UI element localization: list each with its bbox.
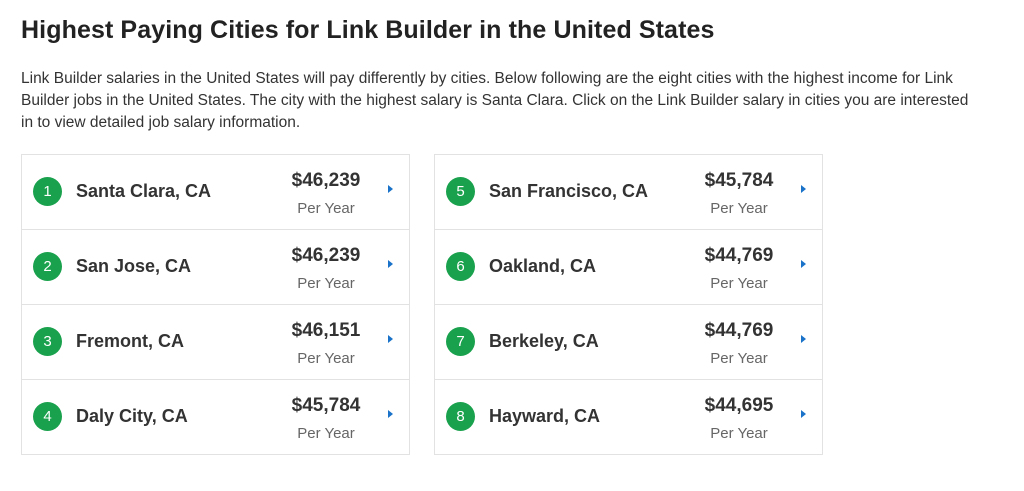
page-title: Highest Paying Cities for Link Builder i… bbox=[21, 16, 715, 44]
city-name[interactable]: Daly City, CA bbox=[76, 406, 188, 426]
city-name[interactable]: Berkeley, CA bbox=[489, 331, 599, 351]
caret-right-icon[interactable] bbox=[801, 260, 806, 268]
city-name[interactable]: Hayward, CA bbox=[489, 406, 601, 426]
caret-right-icon[interactable] bbox=[388, 260, 393, 268]
city-salary-list: 1 Santa Clara, CA $46,239 Per Year 2 San… bbox=[21, 154, 823, 455]
salary-block[interactable]: $44,695 Per Year bbox=[694, 395, 784, 443]
salary-block[interactable]: $46,239 Per Year bbox=[281, 170, 371, 218]
city-column-left: 1 Santa Clara, CA $46,239 Per Year 2 San… bbox=[21, 154, 410, 455]
city-row[interactable]: 2 San Jose, CA $46,239 Per Year bbox=[22, 229, 409, 304]
salary-amount[interactable]: $44,695 bbox=[704, 395, 774, 416]
rank-badge: 5 bbox=[446, 177, 475, 206]
caret-right-icon[interactable] bbox=[801, 335, 806, 343]
page-description: Link Builder salaries in the United Stat… bbox=[21, 70, 969, 131]
city-row[interactable]: 8 Hayward, CA $44,695 Per Year bbox=[435, 379, 822, 454]
salary-period: Per Year bbox=[710, 200, 768, 217]
city-row[interactable]: 4 Daly City, CA $45,784 Per Year bbox=[22, 379, 409, 454]
caret-right-icon[interactable] bbox=[801, 410, 806, 418]
city-row[interactable]: 1 Santa Clara, CA $46,239 Per Year bbox=[22, 155, 409, 229]
salary-amount[interactable]: $44,769 bbox=[704, 245, 774, 266]
salary-block[interactable]: $44,769 Per Year bbox=[694, 245, 784, 293]
salary-amount[interactable]: $46,239 bbox=[291, 170, 361, 191]
city-row[interactable]: 6 Oakland, CA $44,769 Per Year bbox=[435, 229, 822, 304]
salary-amount[interactable]: $45,784 bbox=[704, 170, 774, 191]
salary-block[interactable]: $44,769 Per Year bbox=[694, 320, 784, 368]
city-name[interactable]: Oakland, CA bbox=[489, 256, 597, 276]
city-row[interactable]: 3 Fremont, CA $46,151 Per Year bbox=[22, 304, 409, 379]
salary-period: Per Year bbox=[710, 425, 768, 442]
salary-period: Per Year bbox=[297, 350, 355, 367]
salary-period: Per Year bbox=[297, 425, 355, 442]
city-name[interactable]: Fremont, CA bbox=[76, 331, 184, 351]
rank-badge: 2 bbox=[33, 252, 62, 281]
salary-amount[interactable]: $46,239 bbox=[291, 245, 361, 266]
salary-amount[interactable]: $46,151 bbox=[291, 320, 361, 341]
salary-block[interactable]: $46,239 Per Year bbox=[281, 245, 371, 293]
city-name[interactable]: San Francisco, CA bbox=[489, 181, 649, 201]
city-row[interactable]: 7 Berkeley, CA $44,769 Per Year bbox=[435, 304, 822, 379]
caret-right-icon[interactable] bbox=[388, 410, 393, 418]
rank-badge: 4 bbox=[33, 402, 62, 431]
salary-amount[interactable]: $44,769 bbox=[704, 320, 774, 341]
caret-right-icon[interactable] bbox=[388, 335, 393, 343]
salary-amount[interactable]: $45,784 bbox=[291, 395, 361, 416]
page: Highest Paying Cities for Link Builder i… bbox=[0, 0, 1024, 134]
rank-badge: 1 bbox=[33, 177, 62, 206]
rank-badge: 8 bbox=[446, 402, 475, 431]
rank-badge: 7 bbox=[446, 327, 475, 356]
caret-right-icon[interactable] bbox=[388, 185, 393, 193]
salary-block[interactable]: $46,151 Per Year bbox=[281, 320, 371, 368]
salary-period: Per Year bbox=[710, 275, 768, 292]
city-column-right: 5 San Francisco, CA $45,784 Per Year 6 O… bbox=[434, 154, 823, 455]
salary-period: Per Year bbox=[297, 275, 355, 292]
city-row[interactable]: 5 San Francisco, CA $45,784 Per Year bbox=[435, 155, 822, 229]
salary-block[interactable]: $45,784 Per Year bbox=[281, 395, 371, 443]
salary-period: Per Year bbox=[710, 350, 768, 367]
salary-block[interactable]: $45,784 Per Year bbox=[694, 170, 784, 218]
salary-period: Per Year bbox=[297, 200, 355, 217]
city-name[interactable]: San Jose, CA bbox=[76, 256, 192, 276]
caret-right-icon[interactable] bbox=[801, 185, 806, 193]
rank-badge: 3 bbox=[33, 327, 62, 356]
city-name[interactable]: Santa Clara, CA bbox=[76, 181, 212, 201]
rank-badge: 6 bbox=[446, 252, 475, 281]
